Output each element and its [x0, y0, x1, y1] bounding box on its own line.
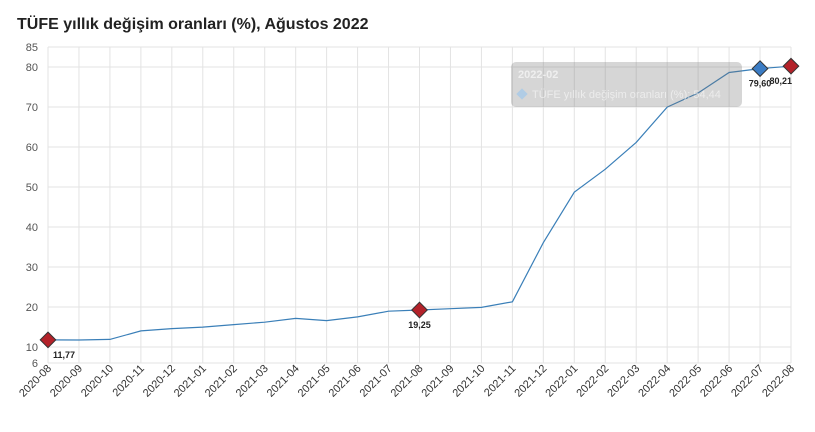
- data-label: 19,25: [408, 320, 431, 330]
- data-label: 11,77: [53, 350, 75, 360]
- x-tick-label: 2020-12: [141, 363, 178, 400]
- x-tick-label: 2021-06: [327, 363, 364, 400]
- data-label: 80,21: [769, 76, 792, 86]
- highlighted-points: [39, 57, 800, 349]
- data-point-marker: [782, 57, 800, 75]
- y-tick-label: 85: [26, 42, 38, 54]
- x-tick-label: 2020-09: [48, 363, 85, 400]
- x-tick-label: 2021-05: [296, 363, 333, 400]
- chart-title: TÜFE yıllık değişim oranları (%), Ağusto…: [17, 16, 369, 33]
- x-tick-label: 2021-09: [420, 363, 457, 400]
- x-tick-label: 2022-03: [605, 363, 642, 400]
- data-label: 79,60: [749, 79, 772, 89]
- x-tick-label: 2021-11: [482, 363, 518, 399]
- y-tick-label: 80: [26, 62, 38, 74]
- data-point-marker: [39, 331, 57, 349]
- data-point-marker: [411, 301, 428, 319]
- x-tick-label: 2021-04: [265, 363, 302, 400]
- tooltip-value: TÜFE yıllık değişim oranları (%): 54,44: [532, 89, 721, 101]
- tooltip: 2022-02 TÜFE yıllık değişim oranları (%):…: [511, 62, 742, 107]
- x-axis-ticks: 2020-082020-092020-102020-112020-122021-…: [17, 363, 797, 400]
- x-tick-label: 2021-08: [389, 363, 426, 400]
- tooltip-category: 2022-02: [518, 69, 558, 81]
- x-tick-label: 2022-07: [729, 363, 766, 400]
- x-tick-label: 2022-06: [698, 363, 735, 400]
- y-axis-ticks: 6 10 20 30 40 50 60 70 80 85: [26, 42, 38, 370]
- x-tick-label: 2021-10: [451, 363, 488, 400]
- x-tick-label: 2021-12: [512, 363, 549, 400]
- x-tick-label: 2022-01: [543, 363, 580, 400]
- x-tick-label: 2021-07: [358, 363, 395, 400]
- y-tick-label: 6: [32, 358, 38, 370]
- y-tick-label: 10: [26, 342, 38, 354]
- x-tick-label: 2021-01: [172, 363, 209, 400]
- y-tick-label: 70: [26, 102, 38, 114]
- tooltip-box: [511, 62, 742, 107]
- x-tick-label: 2022-08: [760, 363, 797, 400]
- x-tick-label: 2020-10: [79, 363, 116, 400]
- x-tick-label: 2021-02: [203, 363, 240, 400]
- x-tick-label: 2022-05: [667, 363, 704, 400]
- y-tick-label: 40: [26, 222, 38, 234]
- y-tick-label: 30: [26, 262, 38, 274]
- y-tick-label: 60: [26, 142, 38, 154]
- y-tick-label: 50: [26, 182, 38, 194]
- x-tick-label: 2020-11: [111, 363, 147, 399]
- data-point-marker: [751, 60, 769, 78]
- x-tick-label: 2022-04: [636, 363, 673, 400]
- x-tick-label: 2022-02: [574, 363, 611, 400]
- x-tick-label: 2021-03: [234, 363, 271, 400]
- y-tick-label: 20: [26, 302, 38, 314]
